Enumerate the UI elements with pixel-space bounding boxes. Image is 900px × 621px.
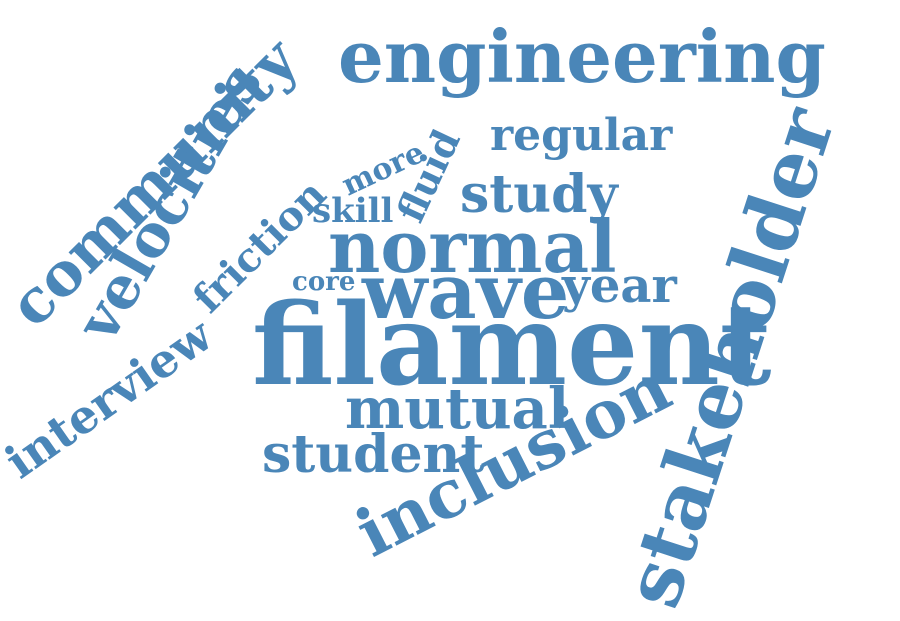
word-normal: normal bbox=[328, 204, 617, 289]
word-wave: wave bbox=[361, 247, 569, 336]
word-study: study bbox=[460, 164, 619, 225]
word-skill: skill bbox=[312, 191, 394, 231]
word-engineering: engineering bbox=[338, 14, 826, 99]
word-mutual: mutual bbox=[345, 376, 569, 442]
word-year: year bbox=[561, 258, 678, 314]
word-student: student bbox=[262, 424, 484, 485]
word-regular: regular bbox=[490, 110, 673, 161]
word-filament: filament bbox=[252, 280, 772, 411]
word-core: core bbox=[292, 267, 355, 297]
